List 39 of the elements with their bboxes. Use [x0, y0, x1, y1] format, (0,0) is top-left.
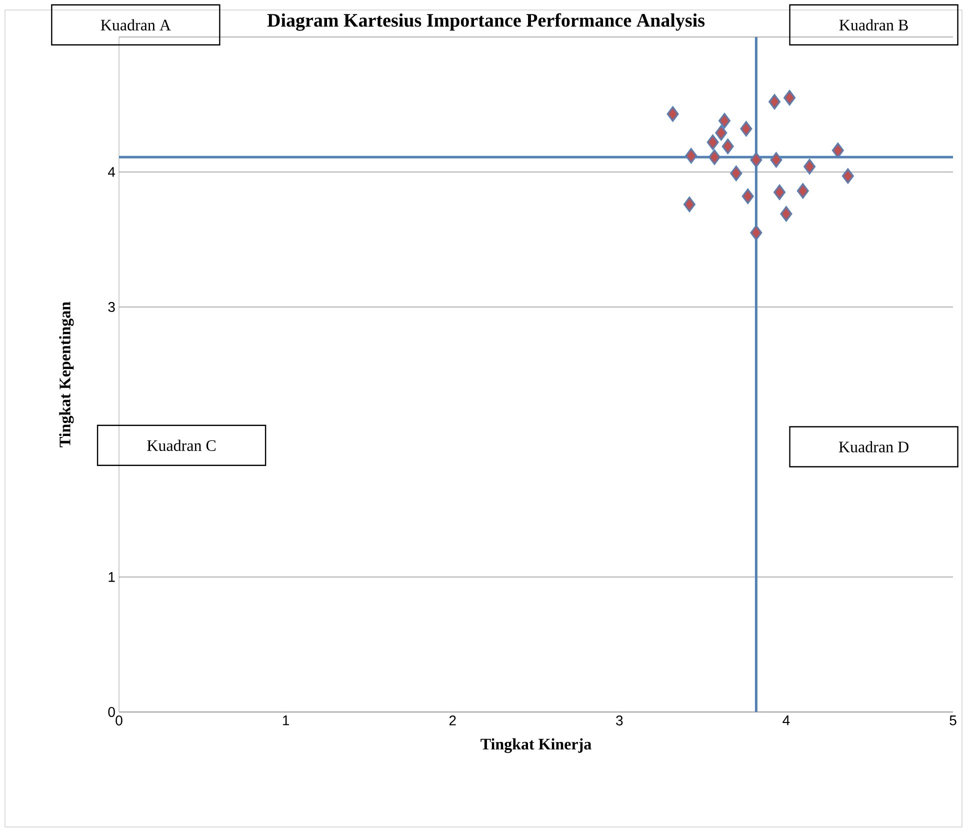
point: [784, 90, 796, 106]
x-tick-label: 3: [616, 716, 623, 726]
annotation: Kuadran D: [838, 441, 908, 452]
point: [750, 224, 762, 240]
y-tick-label: 3: [108, 302, 115, 312]
y-tick-label: 0: [108, 707, 115, 717]
point: [774, 184, 786, 200]
text: Kuadran A: [100, 19, 171, 30]
point: [715, 125, 728, 141]
point: [742, 188, 754, 204]
point: [730, 166, 742, 182]
point: [718, 112, 730, 128]
y-tick-label: 4: [108, 167, 116, 177]
point: [796, 183, 809, 199]
point: [780, 206, 792, 222]
x-tick-label: 5: [950, 716, 956, 726]
point: [706, 134, 719, 150]
x-tick-label: 0: [116, 716, 122, 726]
y-tick-label: 1: [108, 572, 115, 582]
chart-title: Diagram Kartesius Importance Performance Analysis: [267, 13, 705, 31]
x-tick-label: 2: [449, 716, 456, 726]
point: [750, 152, 762, 168]
x-tick-label: 1: [282, 716, 290, 726]
point: [685, 148, 698, 164]
point: [683, 196, 696, 212]
point: [722, 138, 734, 154]
point: [804, 158, 816, 174]
text: Kuadran B: [839, 19, 908, 30]
point: [842, 168, 854, 184]
x-axis-title: Tingkat Kinerja: [480, 738, 592, 753]
x-tick-label: 4: [782, 716, 790, 726]
annotation: Kuadran C: [147, 440, 216, 451]
y-axis-title: Tingkat Kepentingan: [59, 302, 74, 448]
point: [768, 94, 781, 110]
point: [708, 149, 720, 165]
point: [740, 121, 752, 137]
point: [666, 106, 679, 122]
point: [770, 152, 782, 168]
point: [832, 142, 844, 158]
